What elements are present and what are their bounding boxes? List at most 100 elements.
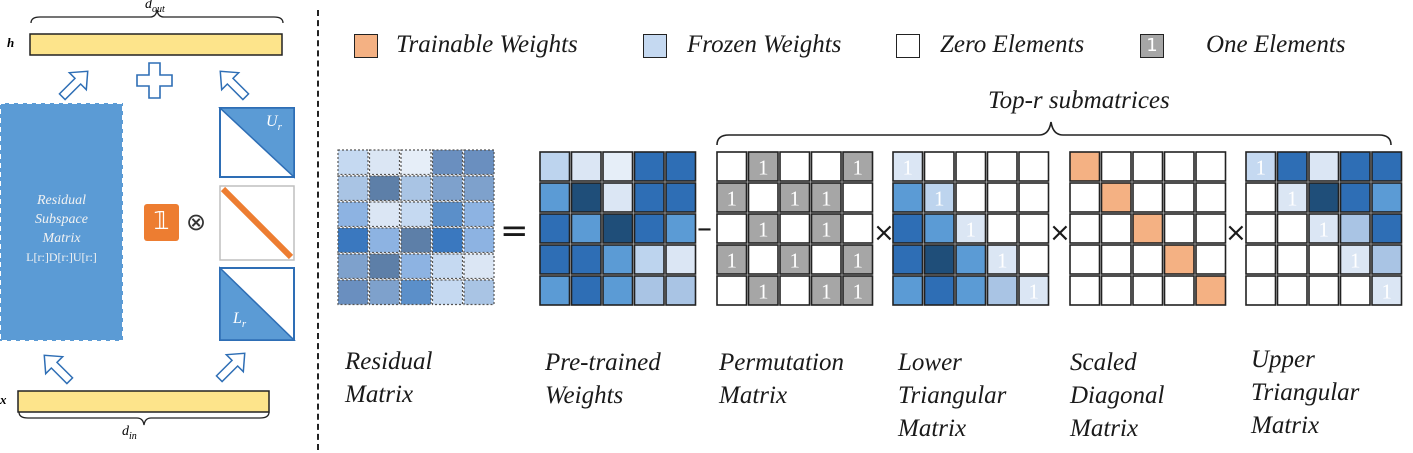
diagonal-cell bbox=[1163, 151, 1195, 182]
upper-cell bbox=[1339, 182, 1371, 213]
pretrained-cell bbox=[665, 182, 697, 213]
legend-one-swatch-text: 1 bbox=[1146, 35, 1158, 56]
lower-cell bbox=[892, 244, 924, 275]
permutation-cell bbox=[716, 182, 748, 213]
diagonal-cell bbox=[1195, 275, 1227, 306]
permutation-one-label: 1 bbox=[727, 249, 738, 273]
diagonal-cell bbox=[1132, 151, 1164, 182]
permutation-cell bbox=[716, 151, 748, 182]
legend-one-swatch bbox=[1140, 34, 1164, 58]
diagonal-cell bbox=[1195, 182, 1227, 213]
residual-cell bbox=[431, 201, 464, 228]
top-r-brace bbox=[716, 121, 1392, 146]
pretrained-cell bbox=[570, 182, 602, 213]
one-badge-label: 𝟙 bbox=[153, 206, 170, 235]
residual-cell bbox=[400, 279, 432, 306]
lower-cell bbox=[923, 275, 955, 306]
permutation-one-label: 1 bbox=[853, 156, 864, 180]
upper-cell bbox=[1371, 213, 1403, 244]
pretrained-cell bbox=[539, 182, 571, 213]
diagonal-cell bbox=[1100, 244, 1132, 275]
otimes-icon: ⊗ bbox=[186, 208, 207, 236]
pretrained-cell bbox=[665, 275, 697, 306]
top-r-label: Top-r submatrices bbox=[988, 87, 1170, 114]
diagonal-cell bbox=[1132, 275, 1164, 306]
permutation-cell bbox=[779, 151, 811, 182]
legend-frozen-swatch bbox=[643, 34, 667, 58]
residual-line2: Subspace bbox=[35, 212, 88, 227]
residual-cell bbox=[337, 149, 369, 176]
diagonal-cell bbox=[1163, 182, 1195, 213]
permutation-cell bbox=[716, 244, 748, 275]
input-bar bbox=[17, 390, 270, 413]
residual-cell bbox=[368, 253, 401, 280]
upper-cell bbox=[1308, 213, 1340, 244]
lower-cell bbox=[1018, 275, 1050, 306]
permutation-cell bbox=[779, 275, 811, 306]
residual-subspace-text: Residual Subspace Matrix L[r:]D[r:]U[r:] bbox=[0, 191, 123, 267]
d-out-label: dout bbox=[145, 0, 165, 15]
lower-cell bbox=[1018, 182, 1050, 213]
permutation-cell bbox=[747, 275, 779, 306]
upper-cell bbox=[1308, 182, 1340, 213]
lower-cell bbox=[892, 213, 924, 244]
l-r-label: Lr bbox=[233, 310, 247, 331]
upper-cell bbox=[1308, 275, 1340, 306]
lower-cell bbox=[955, 151, 987, 182]
pretrained-cell bbox=[570, 213, 602, 244]
pretrained-cell bbox=[602, 182, 634, 213]
caption-pretrained: Pre-trained Weights bbox=[545, 349, 661, 409]
arrow-lower-right-icon bbox=[215, 352, 246, 383]
diagonal-cell bbox=[1100, 182, 1132, 213]
legend-zero-swatch bbox=[896, 34, 920, 58]
diagonal-cell bbox=[1195, 213, 1227, 244]
permutation-cell bbox=[779, 213, 811, 244]
diagonal-cell bbox=[1100, 275, 1132, 306]
lower-cell bbox=[955, 244, 987, 275]
residual-cell bbox=[368, 279, 401, 306]
upper-cell bbox=[1245, 182, 1277, 213]
caption-permutation: Permutation Matrix bbox=[719, 349, 844, 409]
permutation-cell bbox=[842, 151, 874, 182]
permutation-cell bbox=[747, 213, 779, 244]
upper-cell bbox=[1339, 244, 1371, 275]
pretrained-cell bbox=[633, 275, 665, 306]
legend-frozen: Frozen Weights bbox=[687, 31, 842, 58]
upper-cell bbox=[1339, 151, 1371, 182]
pretrained-cell bbox=[602, 244, 634, 275]
residual-cell bbox=[337, 279, 369, 306]
arrow-up-left-icon bbox=[219, 70, 250, 101]
diagonal-cell bbox=[1100, 151, 1132, 182]
lower-cell bbox=[923, 244, 955, 275]
residual-cell bbox=[337, 175, 369, 202]
h-label: h bbox=[7, 35, 15, 50]
permutation-cell bbox=[842, 213, 874, 244]
legend-trainable-swatch bbox=[354, 34, 378, 58]
lower-cell bbox=[923, 213, 955, 244]
residual-cell bbox=[431, 149, 464, 176]
lower-cell bbox=[986, 182, 1018, 213]
upper-cell bbox=[1276, 213, 1308, 244]
upper-cell bbox=[1245, 213, 1277, 244]
u-r-label: Ur bbox=[266, 113, 282, 134]
upper-cell bbox=[1339, 275, 1371, 306]
lower-cell bbox=[955, 213, 987, 244]
permutation-one-label: 1 bbox=[821, 280, 832, 304]
diagonal-cell bbox=[1195, 244, 1227, 275]
pretrained-cell bbox=[570, 151, 602, 182]
diagonal-cell bbox=[1163, 213, 1195, 244]
pretrained-cell bbox=[665, 213, 697, 244]
residual-cell bbox=[463, 149, 495, 176]
residual-cell bbox=[337, 253, 369, 280]
diagonal-cell bbox=[1069, 182, 1101, 213]
permutation-cell bbox=[747, 244, 779, 275]
pretrained-cell bbox=[665, 244, 697, 275]
residual-line1: Residual bbox=[37, 193, 86, 208]
diagonal-cell bbox=[1132, 213, 1164, 244]
x-label: x bbox=[0, 392, 7, 407]
caption-residual: Residual Matrix bbox=[345, 348, 433, 408]
permutation-one-label: 1 bbox=[853, 280, 864, 304]
u-r-triangle bbox=[218, 107, 295, 179]
times-operator-3: × bbox=[1225, 218, 1247, 248]
residual-formula: L[r:]D[r:]U[r:] bbox=[26, 250, 97, 264]
